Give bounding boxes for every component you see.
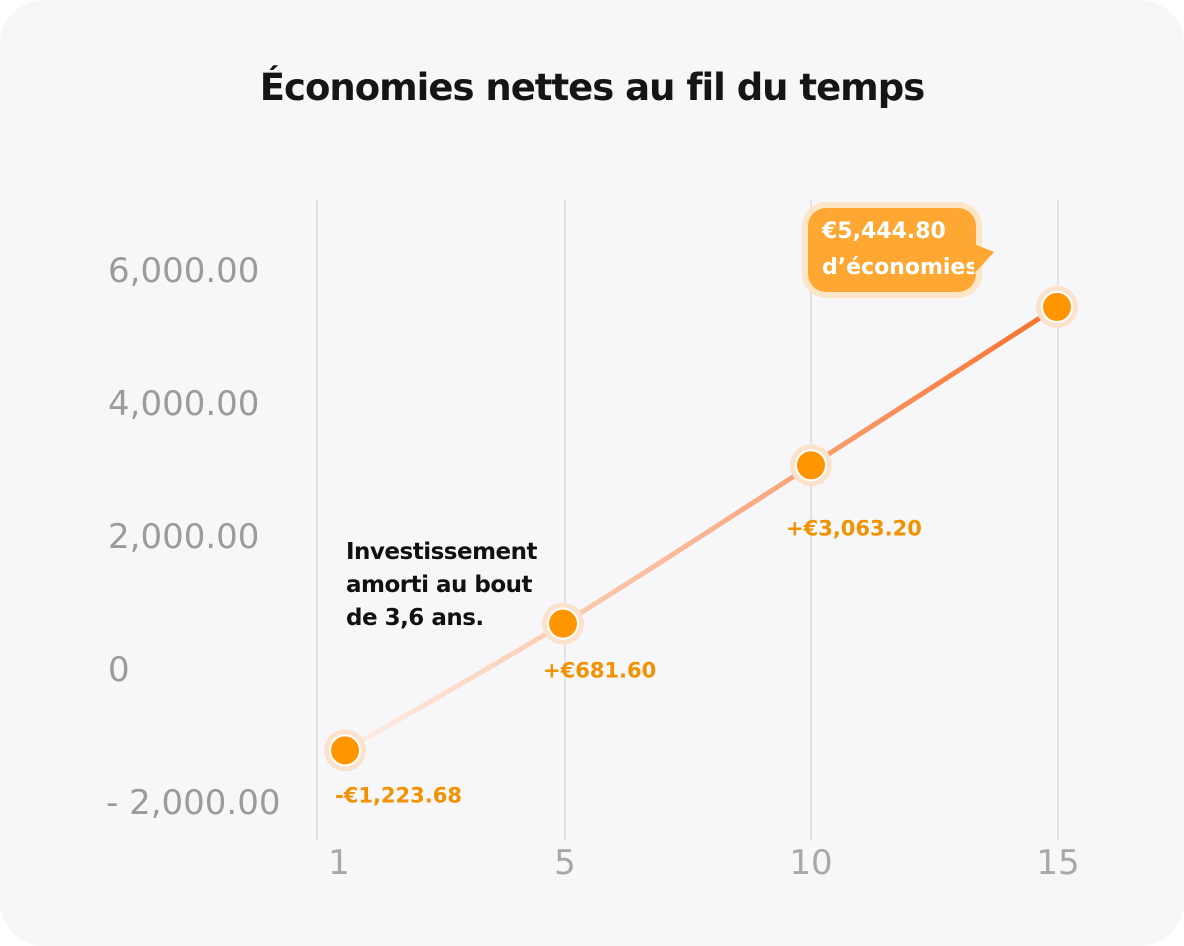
y-tick-label: - 2,000.00 bbox=[106, 783, 280, 823]
x-tick-label: 5 bbox=[554, 843, 576, 883]
data-label: +€681.60 bbox=[543, 659, 656, 683]
tooltip-value: €5,444.80 bbox=[822, 219, 946, 244]
tooltip-text: d’économies bbox=[822, 255, 979, 280]
data-label: +€3,063.20 bbox=[786, 516, 922, 540]
chart-title: Économies nettes au fil du temps bbox=[259, 66, 926, 109]
data-point bbox=[547, 607, 579, 640]
series-line bbox=[342, 304, 1060, 753]
tooltip: €5,444.80 d’économies bbox=[808, 208, 994, 292]
y-tick-label: 0 bbox=[108, 650, 130, 690]
data-point bbox=[329, 734, 361, 767]
x-tick-label: 15 bbox=[1036, 843, 1079, 883]
x-tick-label: 10 bbox=[789, 843, 832, 883]
data-point bbox=[1041, 290, 1073, 323]
data-point bbox=[795, 449, 827, 482]
x-tick-label: 1 bbox=[328, 843, 350, 883]
y-tick-label: 4,000.00 bbox=[108, 384, 259, 424]
data-label: -€1,223.68 bbox=[335, 783, 462, 807]
y-tick-label: 2,000.00 bbox=[108, 517, 259, 557]
y-tick-label: 6,000.00 bbox=[108, 251, 259, 291]
payback-annotation: Investissement amorti au bout de 3,6 ans… bbox=[346, 539, 538, 631]
